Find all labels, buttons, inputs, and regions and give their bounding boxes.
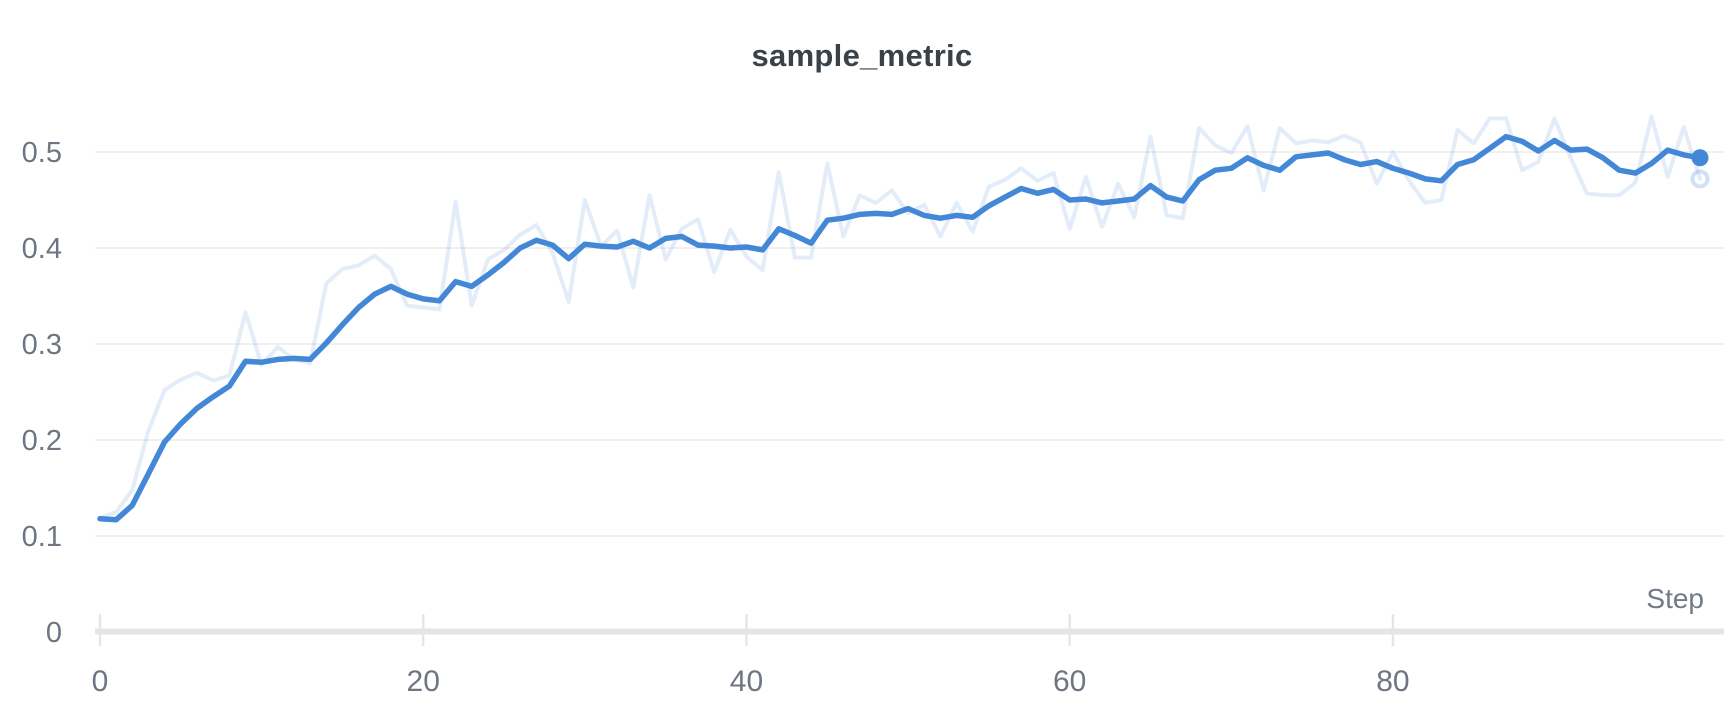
y-tick-label: 0.3 [22, 329, 62, 361]
y-tick-label: 0.5 [22, 137, 62, 169]
series-line-original[interactable] [98, 114, 1702, 520]
x-axis-label: Step [1646, 583, 1704, 614]
endpoint-ring-original[interactable] [1690, 169, 1710, 189]
chart-title: sample_metric [751, 38, 973, 73]
endpoint-dot-smoothed[interactable] [1691, 149, 1709, 167]
y-tick-label: 0.2 [22, 425, 62, 457]
x-tick-label: 60 [1053, 665, 1086, 698]
y-tick-label: 0.1 [22, 521, 62, 553]
x-axis [95, 614, 1724, 646]
gridlines [95, 151, 1724, 537]
series-line-smoothed[interactable] [97, 133, 1703, 523]
y-tick-labels: 0 0.1 0.2 0.3 0.4 0.5 [22, 137, 62, 649]
y-tick-label: 0 [46, 617, 62, 649]
x-axis-line [95, 628, 1724, 635]
y-tick-label: 0.4 [22, 233, 62, 265]
x-tick-label: 80 [1376, 665, 1409, 698]
x-tick-labels: 0 20 40 60 80 [92, 665, 1410, 698]
x-tick-label: 20 [407, 665, 440, 698]
x-tick-label: 40 [730, 665, 763, 698]
x-tick-label: 0 [92, 665, 109, 698]
